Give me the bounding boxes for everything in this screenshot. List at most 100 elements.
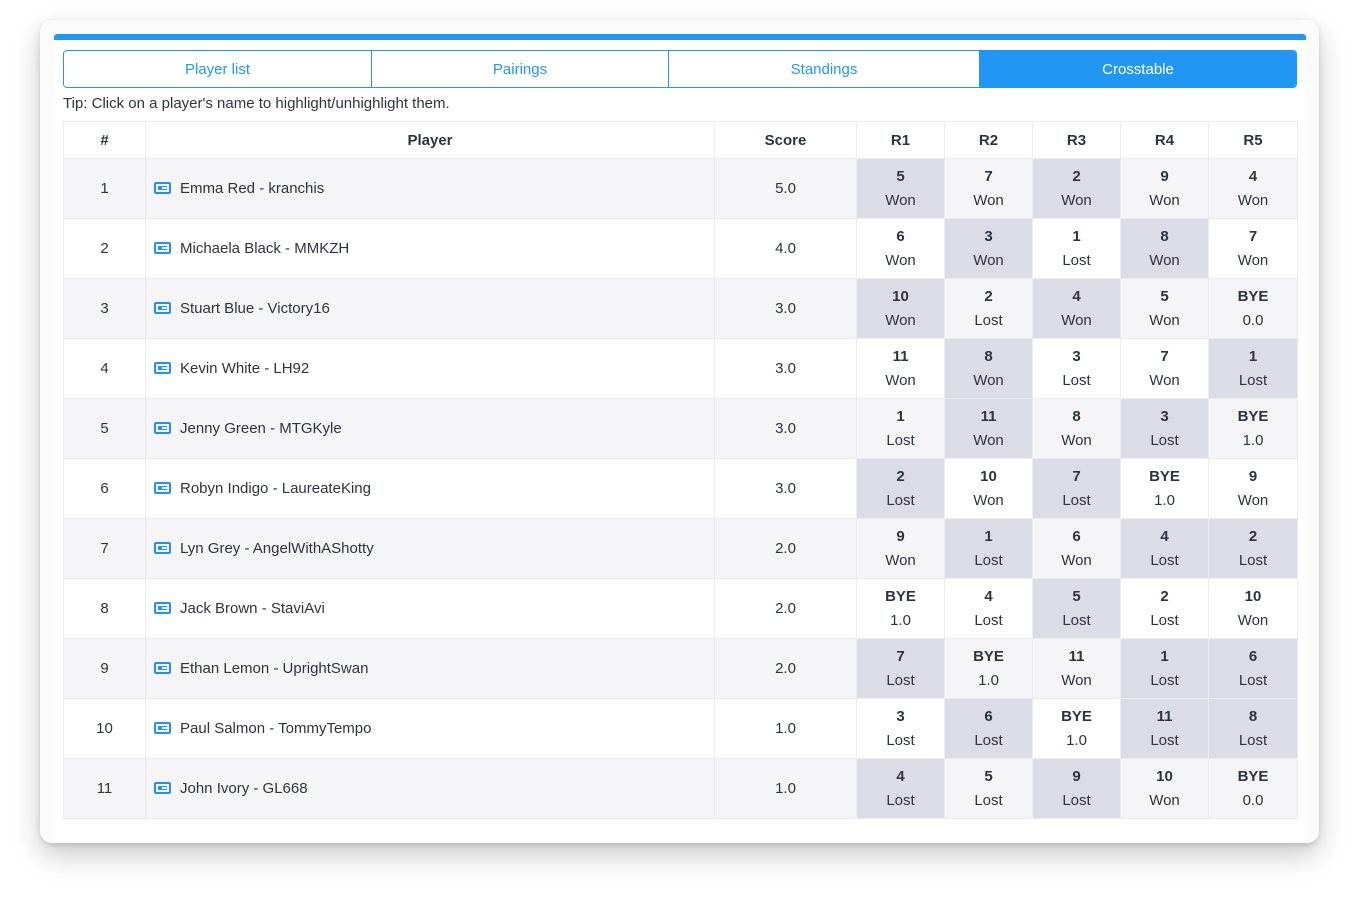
player-card-icon[interactable] bbox=[154, 542, 171, 554]
score-cell: 4.0 bbox=[714, 218, 857, 279]
round-result: Won bbox=[1061, 671, 1092, 689]
player-card-icon[interactable] bbox=[154, 602, 171, 614]
round-result: Lost bbox=[1150, 731, 1179, 749]
table-row: 4 Kevin White - LH92 3.0 11 Won 8 Won 3 Lost 7 Won… bbox=[63, 338, 1298, 399]
player-name-link[interactable]: Lyn Grey - AngelWithAShotty bbox=[180, 540, 374, 557]
round-result: Won bbox=[1149, 191, 1180, 209]
round-result: 0.0 bbox=[1242, 791, 1264, 809]
round-result: Won bbox=[973, 371, 1004, 389]
round-4-cell: 5 Won bbox=[1120, 278, 1209, 339]
row-number: 10 bbox=[63, 698, 146, 759]
player-card-icon[interactable] bbox=[154, 242, 171, 254]
round-result: Lost bbox=[1238, 731, 1268, 749]
opponent-number: 2 bbox=[1072, 167, 1081, 185]
round-result: Won bbox=[1061, 191, 1092, 209]
crosstable-panel: Player list Pairings Standings Crosstabl… bbox=[54, 34, 1306, 843]
round-result: Lost bbox=[974, 611, 1003, 629]
round-result: Won bbox=[885, 251, 916, 269]
round-result: Won bbox=[1149, 791, 1180, 809]
round-3-cell: 3 Lost bbox=[1032, 338, 1121, 399]
player-name-link[interactable]: John Ivory - GL668 bbox=[180, 780, 308, 797]
opponent-number: 7 bbox=[984, 167, 993, 185]
tab-standings[interactable]: Standings bbox=[669, 51, 980, 87]
round-4-cell: 1 Lost bbox=[1120, 638, 1209, 699]
score-cell: 3.0 bbox=[714, 398, 857, 459]
round-2-cell: 10 Won bbox=[944, 458, 1033, 519]
round-4-cell: 2 Lost bbox=[1120, 578, 1209, 639]
player-card-icon[interactable] bbox=[154, 182, 171, 194]
player-card-icon[interactable] bbox=[154, 722, 171, 734]
player-name-link[interactable]: Jack Brown - StaviAvi bbox=[180, 600, 325, 617]
round-4-cell: BYE 1.0 bbox=[1120, 458, 1209, 519]
tab-crosstable[interactable]: Crosstable bbox=[980, 51, 1296, 87]
round-result: 1.0 bbox=[1242, 431, 1264, 449]
round-5-cell: 1 Lost bbox=[1208, 338, 1298, 399]
round-result: Won bbox=[1061, 311, 1092, 329]
round-2-cell: 2 Lost bbox=[944, 278, 1033, 339]
round-5-cell: BYE 0.0 bbox=[1208, 278, 1298, 339]
round-3-cell: BYE 1.0 bbox=[1032, 698, 1121, 759]
top-accent-bar bbox=[54, 34, 1306, 40]
round-2-cell: 4 Lost bbox=[944, 578, 1033, 639]
opponent-number: 3 bbox=[1160, 407, 1169, 425]
player-name-link[interactable]: Stuart Blue - Victory16 bbox=[180, 300, 330, 317]
player-card-icon[interactable] bbox=[154, 362, 171, 374]
round-4-cell: 8 Won bbox=[1120, 218, 1209, 279]
player-name-link[interactable]: Robyn Indigo - LaureateKing bbox=[180, 480, 371, 497]
round-result: Lost bbox=[1150, 611, 1179, 629]
round-result: Lost bbox=[1062, 491, 1091, 509]
round-3-cell: 7 Lost bbox=[1032, 458, 1121, 519]
row-number: 4 bbox=[63, 338, 146, 399]
opponent-number: 6 bbox=[1072, 527, 1081, 545]
opponent-number: 3 bbox=[1072, 347, 1081, 365]
col-header-r1: R1 bbox=[856, 121, 945, 159]
round-result: Won bbox=[1149, 311, 1180, 329]
score-cell: 3.0 bbox=[714, 278, 857, 339]
table-row: 3 Stuart Blue - Victory16 3.0 10 Won 2 Lost 4 Wo… bbox=[63, 278, 1298, 339]
player-cell: Lyn Grey - AngelWithAShotty bbox=[145, 518, 715, 579]
round-5-cell: 10 Won bbox=[1208, 578, 1298, 639]
opponent-number: 4 bbox=[896, 767, 905, 785]
round-3-cell: 11 Won bbox=[1032, 638, 1121, 699]
row-number: 6 bbox=[63, 458, 146, 519]
round-result: Lost bbox=[886, 791, 915, 809]
opponent-number: 5 bbox=[1160, 287, 1169, 305]
player-cell: Emma Red - kranchis bbox=[145, 158, 715, 219]
round-1-cell: BYE 1.0 bbox=[856, 578, 945, 639]
player-card-icon[interactable] bbox=[154, 662, 171, 674]
opponent-number: 11 bbox=[980, 407, 997, 425]
player-card-icon[interactable] bbox=[154, 422, 171, 434]
player-cell: Michaela Black - MMKZH bbox=[145, 218, 715, 279]
opponent-number: 2 bbox=[984, 287, 993, 305]
player-card-icon[interactable] bbox=[154, 482, 171, 494]
player-name-link[interactable]: Emma Red - kranchis bbox=[180, 180, 325, 197]
opponent-number: 1 bbox=[984, 527, 993, 545]
player-name-link[interactable]: Paul Salmon - TommyTempo bbox=[180, 720, 372, 737]
opponent-number: 5 bbox=[1072, 587, 1081, 605]
opponent-number: 6 bbox=[896, 227, 905, 245]
row-number: 5 bbox=[63, 398, 146, 459]
round-3-cell: 6 Won bbox=[1032, 518, 1121, 579]
round-2-cell: BYE 1.0 bbox=[944, 638, 1033, 699]
table-row: 6 Robyn Indigo - LaureateKing 3.0 2 Lost 10 Wo… bbox=[63, 458, 1298, 519]
round-5-cell: 6 Lost bbox=[1208, 638, 1298, 699]
player-name-link[interactable]: Jenny Green - MTGKyle bbox=[180, 420, 342, 437]
col-header-number: # bbox=[63, 121, 146, 159]
round-result: Won bbox=[1237, 251, 1269, 269]
tab-player-list[interactable]: Player list bbox=[64, 51, 372, 87]
tab-pairings[interactable]: Pairings bbox=[372, 51, 669, 87]
player-card-icon[interactable] bbox=[154, 782, 171, 794]
player-name-link[interactable]: Kevin White - LH92 bbox=[180, 360, 310, 377]
player-name-link[interactable]: Ethan Lemon - UprightSwan bbox=[180, 660, 369, 677]
round-result: Won bbox=[973, 431, 1004, 449]
player-cell: Kevin White - LH92 bbox=[145, 338, 715, 399]
player-card-icon[interactable] bbox=[154, 302, 171, 314]
row-number: 3 bbox=[63, 278, 146, 339]
player-name-link[interactable]: Michaela Black - MMKZH bbox=[180, 240, 350, 257]
score-cell: 3.0 bbox=[714, 338, 857, 399]
opponent-number: 1 bbox=[1248, 347, 1258, 365]
opponent-number: 5 bbox=[984, 767, 993, 785]
opponent-number: 4 bbox=[1248, 167, 1258, 185]
round-result: 1.0 bbox=[890, 611, 911, 629]
round-5-cell: BYE 0.0 bbox=[1208, 758, 1298, 819]
